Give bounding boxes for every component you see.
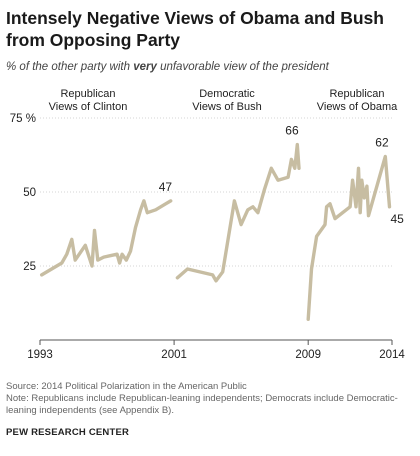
series-label: Republican <box>329 88 384 100</box>
subtitle-emphasis: very <box>133 61 157 73</box>
y-tick-label: 25 <box>23 261 36 273</box>
y-tick-label: 75 % <box>10 113 36 125</box>
series-label: Views of Bush <box>192 101 262 113</box>
series-label: Views of Clinton <box>49 101 128 113</box>
x-tick-label: 1993 <box>27 349 53 361</box>
series-line-1 <box>40 199 173 277</box>
subtitle-part-2: unfavorable view of the president <box>156 61 329 73</box>
series-label: Republican <box>60 88 115 100</box>
source-note: Source: 2014 Political Polarization in t… <box>6 381 247 392</box>
x-tick-label: 2001 <box>161 349 187 361</box>
end-value-label: 66 <box>285 124 299 138</box>
series-line-2 <box>175 142 301 283</box>
end-value-label: 45 <box>390 212 404 226</box>
subtitle-part-1: % of the other party with <box>6 61 134 73</box>
chart-title: Intensely Negative Views of Obama and Bu… <box>6 8 384 50</box>
series-line-3 <box>306 154 392 321</box>
footnote: Note: Republicans include Republican-lea… <box>6 393 398 416</box>
series-label: Views of Obama <box>317 101 398 113</box>
chart-subtitle: % of the other party with very unfavorab… <box>6 61 414 73</box>
y-tick-label: 50 <box>23 187 36 199</box>
organization-credit: PEW RESEARCH CENTER <box>6 427 130 438</box>
series-label: Democratic <box>199 88 255 100</box>
x-tick-label: 2009 <box>295 349 321 361</box>
x-tick-label: 2014 <box>379 349 405 361</box>
end-value-label: 47 <box>159 180 173 194</box>
end-value-label: 62 <box>375 135 389 149</box>
